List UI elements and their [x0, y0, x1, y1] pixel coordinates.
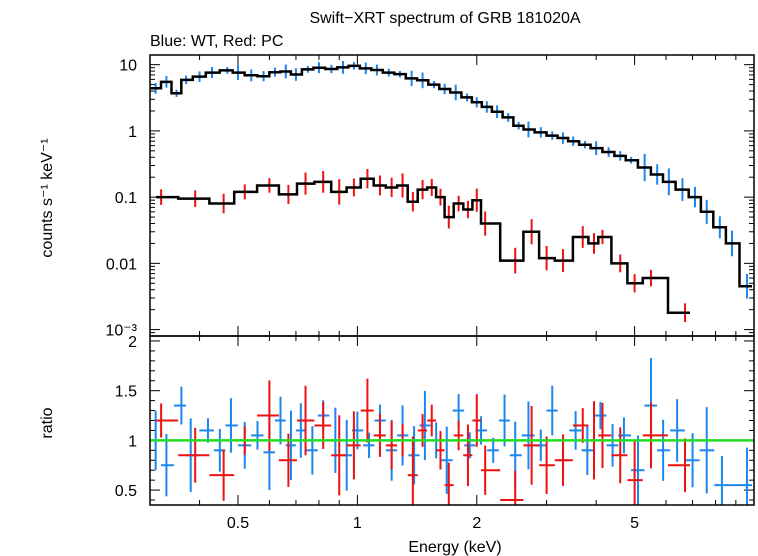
x-tick-label: 1 [353, 515, 362, 532]
ratio-y-tick-label: 1 [128, 433, 137, 450]
ratio-panel: 0.5 1 2 5 0.5 1 1.5 2 [115, 334, 755, 532]
x-tick-label: 5 [630, 515, 639, 532]
spectrum-y-axis-label: counts s⁻¹ keV⁻¹ [39, 138, 56, 257]
ratio-y-tick-label: 0.5 [115, 483, 137, 500]
pc-model-line [156, 177, 690, 314]
ratio-y-axis-label: ratio [39, 407, 56, 438]
spectrum-y-tick-label: 0.1 [115, 190, 137, 207]
chart-subtitle: Blue: WT, Red: PC [150, 33, 283, 50]
x-tick-label: 0.5 [227, 515, 249, 532]
chart-title: Swift−XRT spectrum of GRB 181020A [309, 10, 580, 27]
spectrum-y-tick-label: 1 [128, 124, 137, 141]
wt-model-line [150, 64, 752, 288]
spectrum-y-tick-label: 0.01 [106, 256, 137, 273]
x-axis-label: Energy (keV) [408, 539, 501, 556]
spectrum-panel-frame [149, 54, 755, 337]
ratio-panel-frame [149, 335, 755, 506]
spectrum-y-tick-label: 10 [119, 58, 137, 75]
x-tick-label: 2 [472, 515, 481, 532]
ratio-y-tick-label: 1.5 [115, 384, 137, 401]
spectrum-panel: 10 1 0.1 0.01 10⁻³ [105, 55, 755, 340]
spectrum-y-tick-label: 10⁻³ [105, 323, 137, 340]
ratio-y-tick-label: 2 [128, 334, 137, 351]
